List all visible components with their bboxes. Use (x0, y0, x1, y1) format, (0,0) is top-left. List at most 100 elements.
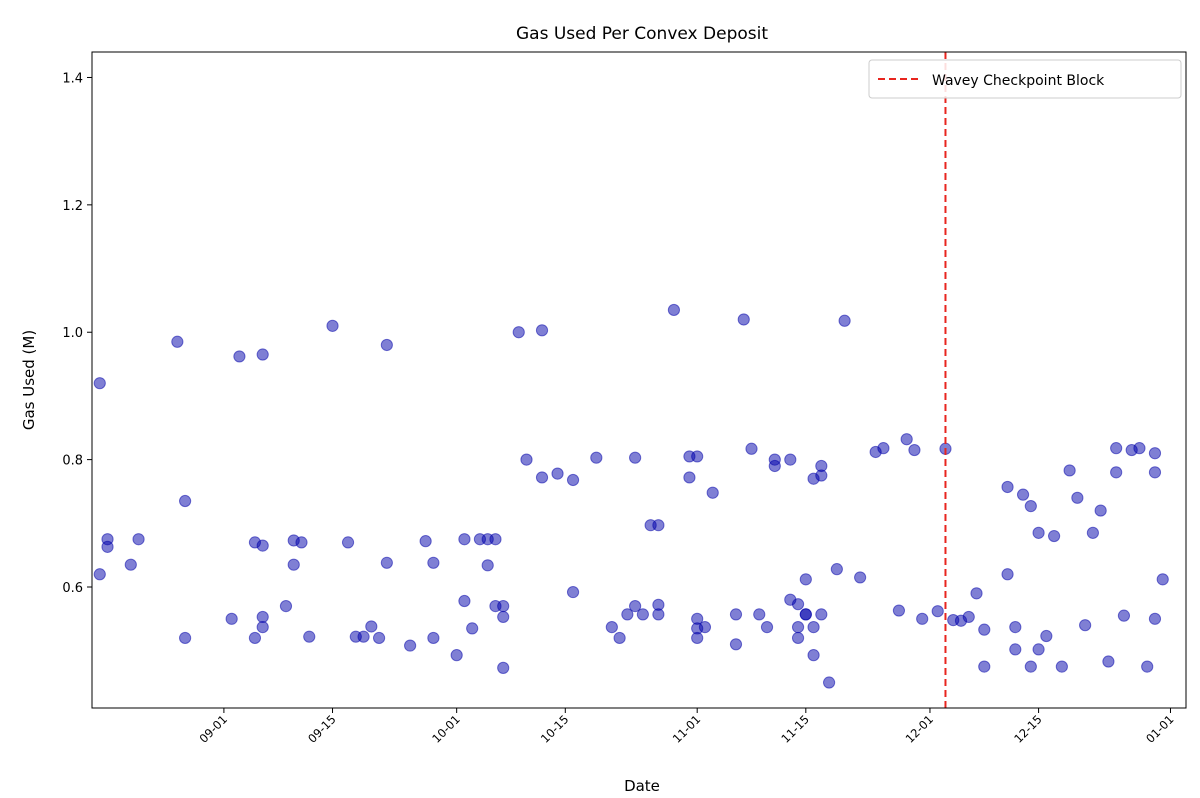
points-layer (93, 303, 1169, 689)
data-point (1016, 488, 1030, 501)
data-point (854, 571, 867, 584)
data-point (822, 676, 836, 689)
data-point (101, 540, 114, 553)
data-point (520, 453, 533, 466)
data-point (799, 608, 812, 621)
data-point (636, 608, 649, 621)
data-point (815, 459, 828, 473)
data-point (419, 535, 432, 548)
data-point (124, 558, 137, 571)
data-point (566, 585, 580, 599)
data-point (458, 594, 471, 608)
data-point (970, 587, 983, 600)
data-point (652, 598, 665, 611)
data-point (931, 605, 944, 618)
data-point (629, 451, 642, 464)
data-point (551, 467, 564, 480)
data-point (691, 450, 704, 463)
data-point (791, 621, 805, 634)
data-point (1148, 612, 1162, 625)
data-point (908, 443, 921, 457)
data-point (566, 473, 580, 487)
data-point (729, 608, 743, 621)
data-point (326, 319, 339, 332)
data-point (466, 622, 479, 635)
data-point (768, 459, 781, 473)
data-point (1024, 500, 1037, 513)
data-point (179, 494, 192, 508)
data-point (512, 326, 525, 339)
data-point (706, 486, 719, 499)
data-point (450, 649, 463, 662)
data-point (1102, 655, 1115, 668)
data-point (1071, 491, 1084, 504)
data-point (978, 623, 991, 636)
y-tick-label: 0.6 (62, 581, 83, 596)
plot-frame (91, 51, 1187, 709)
data-point (691, 612, 704, 625)
data-point (791, 631, 805, 645)
data-point (784, 453, 797, 466)
data-point (1148, 466, 1162, 479)
data-point (962, 610, 975, 624)
data-point (535, 471, 549, 484)
data-point (916, 612, 929, 625)
data-point (1156, 573, 1169, 586)
data-point (1032, 643, 1045, 656)
data-point (225, 612, 238, 625)
data-point (807, 649, 820, 662)
data-point (791, 598, 805, 611)
y-axis-label: Gas Used (M) (20, 330, 38, 430)
data-point (1141, 660, 1154, 673)
data-point (179, 631, 192, 645)
legend-label: Wavey Checkpoint Block (932, 73, 1105, 89)
data-point (807, 621, 820, 634)
data-point (753, 608, 766, 621)
data-point (760, 621, 774, 634)
data-point (497, 610, 510, 624)
data-point (978, 660, 991, 673)
data-point (256, 610, 269, 624)
data-point (380, 556, 393, 569)
legend: Wavey Checkpoint Block (868, 59, 1182, 99)
data-point (613, 631, 626, 645)
data-point (1047, 529, 1061, 543)
data-point (1133, 442, 1146, 455)
data-point (1055, 660, 1068, 673)
chart-title: Gas Used Per Convex Deposit (516, 24, 768, 44)
data-point (404, 639, 417, 652)
data-point (256, 539, 269, 552)
data-point (303, 630, 316, 643)
data-point (605, 621, 618, 634)
data-point (287, 558, 300, 571)
x-axis-label: Date (624, 777, 660, 795)
data-point (248, 631, 262, 645)
data-point (838, 314, 851, 327)
data-point (683, 471, 696, 484)
data-point (1148, 447, 1162, 460)
data-point (295, 536, 308, 549)
data-point (341, 536, 355, 549)
data-point (691, 631, 704, 645)
data-point (458, 533, 471, 546)
data-point (357, 630, 370, 643)
data-point (830, 563, 843, 576)
data-point (427, 556, 440, 569)
y-tick-label: 0.8 (62, 454, 83, 469)
y-tick-label: 1.2 (62, 199, 83, 214)
data-point (279, 599, 293, 613)
data-point (535, 324, 549, 337)
data-point (799, 573, 812, 586)
data-point (1009, 643, 1022, 656)
data-point (1024, 660, 1037, 673)
data-point (93, 377, 106, 390)
data-point (380, 338, 393, 352)
data-point (652, 519, 665, 532)
data-point (1009, 621, 1022, 634)
data-point (900, 433, 913, 446)
data-point (1001, 568, 1014, 581)
data-point (1086, 526, 1099, 539)
data-point (1117, 609, 1131, 622)
data-point (621, 608, 634, 621)
